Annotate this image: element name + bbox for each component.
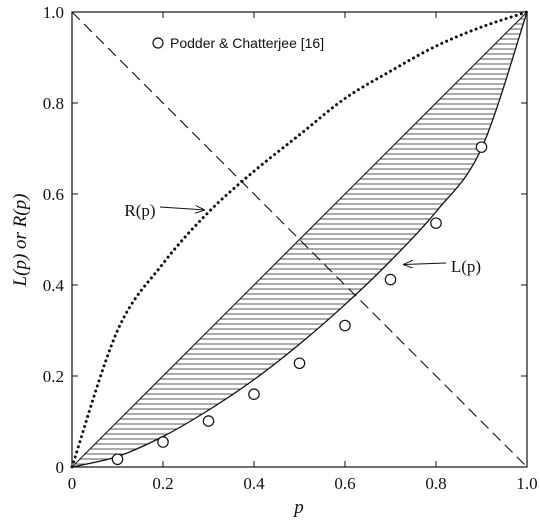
lorenz-curve	[71, 11, 528, 468]
annotation-arrow	[159, 207, 204, 210]
legend-label: Podder & Chatterjee [16]	[170, 35, 324, 51]
plot-frame	[71, 11, 528, 468]
data-point-marker	[248, 388, 260, 400]
x-tick-label: 0.4	[243, 474, 265, 493]
annotation-arrow	[404, 263, 447, 265]
annotations-layer: R(p) L(p)	[124, 201, 481, 276]
data-point-marker	[475, 141, 488, 153]
x-tick-label: 0.8	[425, 474, 446, 493]
reliability-curve	[70, 10, 529, 469]
y-tick-label: 0.8	[43, 94, 64, 113]
y-tick-label: 0.6	[43, 185, 64, 204]
x-tick-label: 0	[68, 474, 77, 493]
data-point-marker	[339, 319, 351, 332]
data-point-marker	[157, 436, 169, 448]
legend-marker	[152, 37, 164, 49]
x-tick-label: 0.2	[152, 474, 173, 493]
ticks-layer: 00 0.2 0.2 0.4 0.4 0.6 0.6 0.8 0.8 1.0 1.0	[43, 3, 538, 493]
series-layer	[70, 10, 529, 469]
data-point-marker	[384, 273, 397, 286]
anti-diagonal-line	[71, 11, 528, 468]
y-tick-label: 0.2	[43, 367, 64, 386]
data-point-marker	[202, 415, 215, 427]
y-tick-label: 0.4	[43, 276, 65, 295]
data-point-marker	[430, 217, 442, 229]
y-tick-label: 0	[56, 458, 65, 477]
x-tick-label: 0.6	[334, 474, 355, 493]
y-tick-label: 1.0	[43, 3, 64, 22]
x-tick-label: 1.0	[516, 474, 537, 493]
y-axis-label: L(p) or R(p)	[10, 194, 31, 288]
curve-annotation-label: L(p)	[451, 257, 481, 276]
equality-diagonal-line	[71, 11, 528, 468]
data-point-marker	[111, 453, 124, 466]
x-axis-label: p	[292, 497, 304, 518]
legend: Podder & Chatterjee [16]	[152, 35, 324, 51]
data-point-marker	[293, 357, 306, 370]
curve-annotation-label: R(p)	[124, 201, 155, 220]
